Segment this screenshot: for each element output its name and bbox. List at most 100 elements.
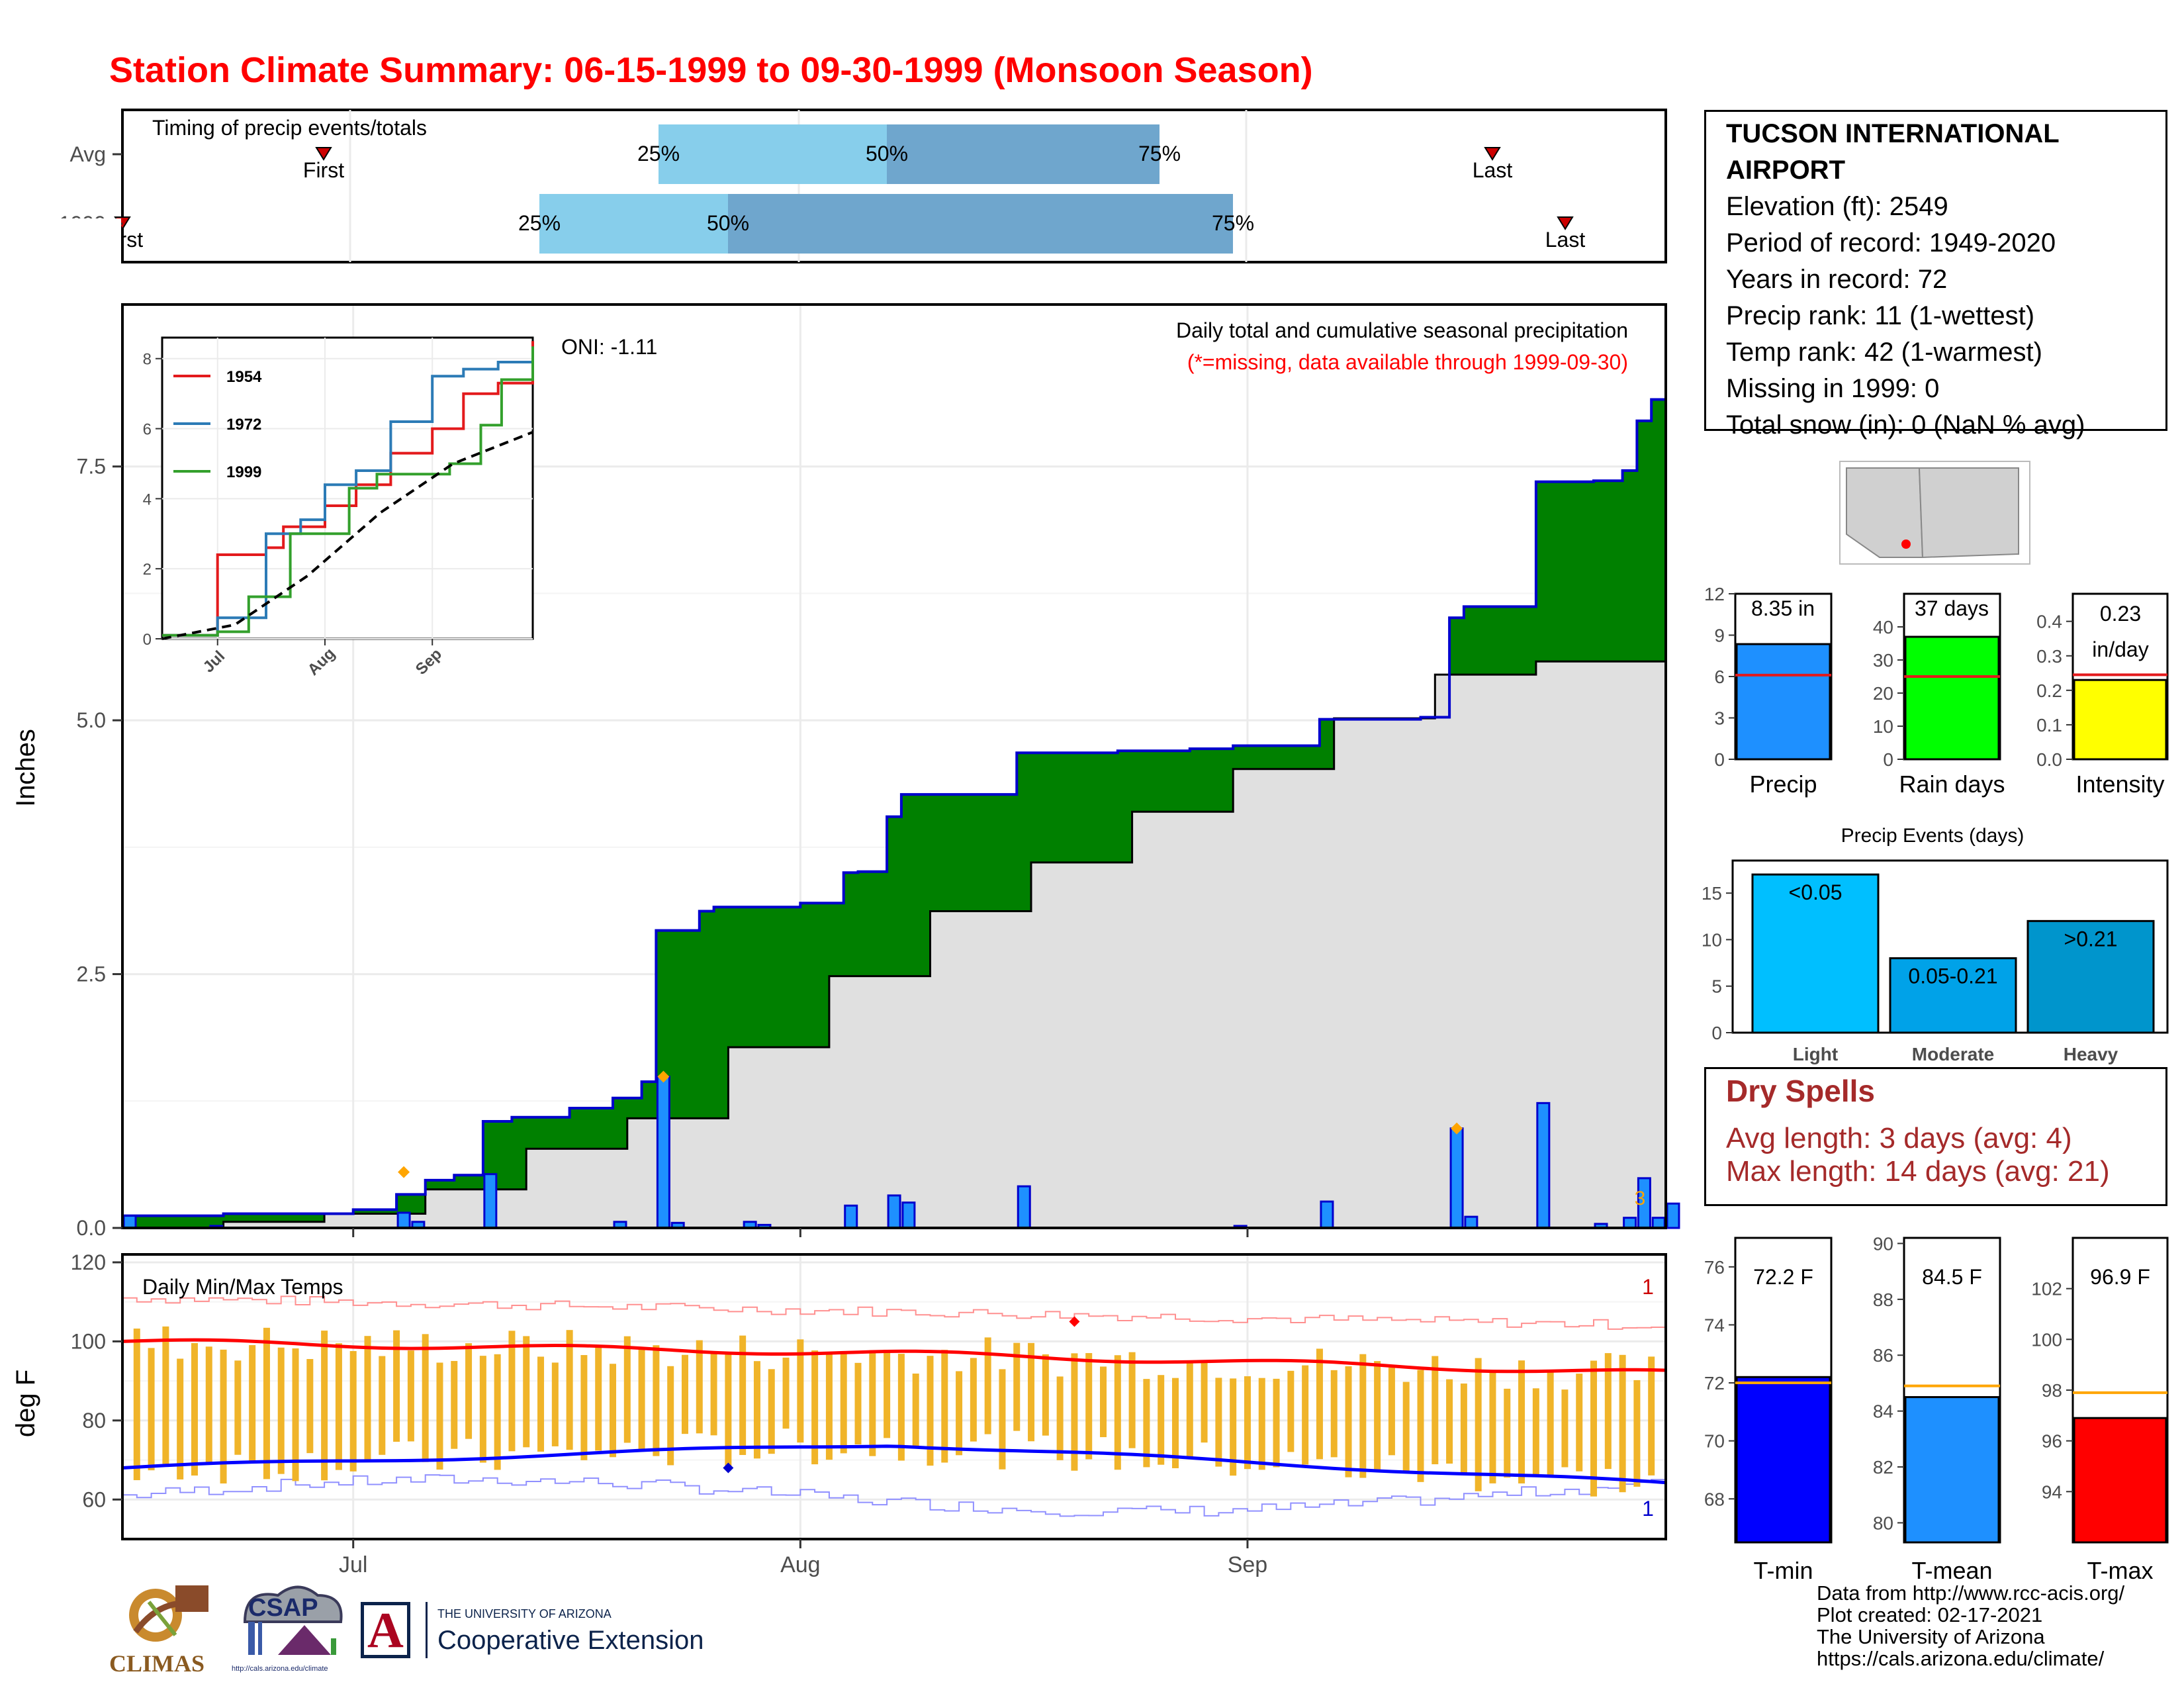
daily-temp-bar: [1359, 1354, 1367, 1478]
station-elevation: Elevation (ft): 2549: [1726, 192, 1948, 221]
tmin-temp-tick-label: 68: [1704, 1489, 1725, 1509]
daily-temp-bar: [725, 1352, 732, 1466]
locator-map-newmexico: [1918, 467, 2019, 559]
dry-spells-avg: Avg length: 3 days (avg: 4): [1726, 1122, 2072, 1154]
timing-left-mask: [0, 218, 121, 258]
events-bar-label: Moderate: [1912, 1044, 1994, 1064]
intensity-mini-tick-label: 0.4: [2036, 612, 2062, 632]
daily-temp-bar: [1273, 1378, 1280, 1468]
intensity-mini-tick-label: 0.2: [2036, 680, 2062, 701]
timing-row-label-avg: Avg: [69, 142, 106, 166]
daily-temp-bar: [1532, 1388, 1539, 1477]
raindays-mini-tick-label: 30: [1873, 650, 1893, 671]
events-bar-moderate: [1889, 957, 2017, 1034]
daily-precip-bar: [1017, 1185, 1031, 1229]
ua-line1: THE UNIVERSITY OF ARIZONA: [437, 1607, 612, 1620]
daily-temp-bar: [1374, 1361, 1381, 1472]
inset-frame: [161, 336, 534, 640]
daily-temp-bar: [349, 1351, 357, 1472]
daily-temp-bar: [1085, 1353, 1093, 1460]
record-high-marker: [1069, 1316, 1080, 1327]
daily-temp-bar: [1504, 1388, 1511, 1478]
tmean-temp-tick-label: 84: [1873, 1401, 1893, 1422]
precip-panel-frame: [121, 303, 1667, 1229]
station-temp-rank: Temp rank: 42 (1-warmest): [1726, 338, 2042, 367]
precip-mini-tick-label: 6: [1714, 667, 1725, 687]
precip-mini-bar: [1735, 643, 1831, 761]
locator-map-arizona: [1846, 467, 1924, 558]
temp-y-axis-label: deg F: [11, 1370, 40, 1437]
events-bar-text: >0.21: [2064, 927, 2118, 951]
events-bar-text: <0.05: [1789, 880, 1843, 904]
credits-block: Data from http://www.rcc-acis.org/ Plot …: [1817, 1582, 2124, 1669]
daily-temp-bar: [508, 1331, 516, 1452]
station-missing: Missing in 1999: 0: [1726, 374, 1940, 403]
intensity-mini-label: Intensity: [2075, 771, 2164, 798]
daily-temp-bar: [1028, 1342, 1035, 1442]
inset-legend-label: 1954: [226, 368, 262, 386]
station-period: Period of record: 1949-2020: [1726, 228, 2056, 258]
daily-precip-bar: [901, 1201, 916, 1229]
precip-caption: Daily total and cumulative seasonal prec…: [1176, 318, 1628, 342]
daily-temp-bar: [1042, 1354, 1049, 1436]
daily-temp-bar: [162, 1326, 169, 1464]
daily-temp-bar: [884, 1349, 891, 1438]
daily-temp-bar: [1417, 1370, 1424, 1482]
daily-temp-bar: [205, 1346, 212, 1465]
intensity-mini-tick-label: 0.3: [2036, 646, 2062, 667]
tmean-temp-value: 84.5 F: [1922, 1265, 1982, 1289]
daily-temp-bar: [1619, 1354, 1626, 1493]
daily-temp-bar: [869, 1350, 876, 1456]
daily-temp-bar: [306, 1359, 314, 1454]
daily-temp-bar: [364, 1336, 371, 1461]
intensity-mini-tick-label: 0.1: [2036, 715, 2062, 735]
record-high-line: [122, 1295, 1666, 1330]
temp-y-tick-label: 60: [82, 1487, 106, 1511]
temp-count-bottom: 1: [1642, 1497, 1654, 1521]
precip-mini-tick-label: 0: [1714, 749, 1725, 770]
inset-y-tick-label: 4: [143, 491, 152, 508]
daily-temp-bar: [393, 1330, 400, 1442]
ua-divider: [426, 1602, 428, 1658]
events-tick-label: 10: [1702, 929, 1722, 950]
raindays-mini-tick-label: 0: [1883, 749, 1893, 770]
timing-bar-q2-y1999: [728, 194, 1233, 254]
daily-temp-bar: [1388, 1367, 1395, 1456]
intensity-mini-tick-label: 0.0: [2036, 749, 2062, 770]
events-tick-label: 5: [1711, 976, 1722, 997]
temp-y-tick-label: 120: [71, 1250, 106, 1274]
daily-temp-bar: [1590, 1360, 1598, 1497]
timing-last-marker: [1557, 216, 1574, 230]
credits-line3: The University of Arizona: [1817, 1625, 2045, 1648]
daily-temp-bar: [897, 1354, 905, 1461]
daily-temp-bar: [1518, 1360, 1525, 1483]
inset-legend-label: 1972: [226, 416, 261, 434]
events-bar-text: 0.05-0.21: [1908, 964, 1997, 988]
daily-temp-bar: [653, 1345, 660, 1456]
daily-temp-bar: [1201, 1360, 1208, 1443]
precip-subcaption: (*=missing, data available through 1999-…: [1187, 350, 1628, 374]
daily-temp-bar: [739, 1335, 747, 1455]
tmin-avg-line: [122, 1444, 1666, 1485]
temp-x-tick-label: Sep: [1228, 1552, 1268, 1577]
daily-temp-bar: [1258, 1378, 1265, 1470]
ua-letter-mark: A: [361, 1602, 410, 1658]
daily-temp-bar: [768, 1369, 775, 1454]
intensity-mini-value-line1: 0.23: [2100, 602, 2141, 626]
daily-precip-bar: [1666, 1202, 1680, 1229]
record-low-line: [122, 1474, 1666, 1517]
precip-flag-marker: [1451, 1122, 1463, 1135]
tmax-temp-tick-label: 100: [2031, 1329, 2062, 1350]
inset-series-1999: [162, 346, 534, 637]
csap-logo-mark: [243, 1585, 343, 1655]
raindays-mini-tick-label: 10: [1873, 716, 1893, 737]
temp-y-tick-label: 80: [82, 1409, 106, 1432]
inset-y-tick-label: 2: [143, 561, 152, 579]
credits-line4: https://cals.arizona.edu/climate/: [1817, 1647, 2105, 1670]
precip-y-tick-label: 0.0: [77, 1216, 106, 1240]
daily-temp-bar: [1330, 1370, 1338, 1458]
daily-temp-bar: [566, 1330, 573, 1450]
precip-mini-value: 8.35 in: [1751, 596, 1815, 620]
credits-line2: Plot created: 02-17-2021: [1817, 1603, 2043, 1626]
